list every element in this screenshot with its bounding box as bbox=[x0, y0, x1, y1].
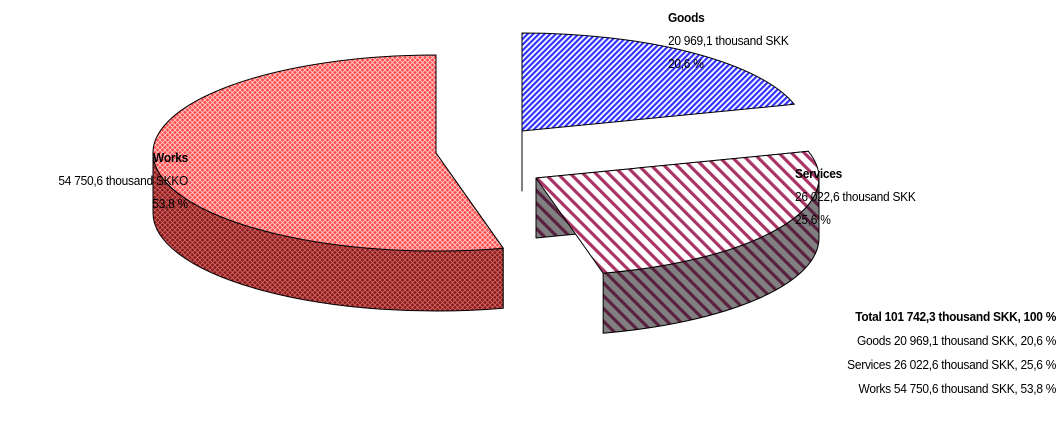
label-goods-name: Goods bbox=[668, 6, 789, 29]
label-works-percent: 53,8 % bbox=[15, 192, 188, 215]
label-goods-percent: 20,6 % bbox=[668, 52, 789, 75]
label-works-value: 54 750,6 thousand SKKO bbox=[15, 169, 188, 192]
label-works-name: Works bbox=[15, 146, 188, 169]
label-services-name: Services bbox=[795, 162, 916, 185]
pie-slice-works bbox=[153, 55, 503, 311]
summary-line-goods: Goods 20 969,1 thousand SKK, 20,6 % bbox=[847, 329, 1056, 353]
summary-legend: Total 101 742,3 thousand SKK, 100 % Good… bbox=[847, 305, 1056, 401]
label-services: Services 26 022,6 thousand SKK 25,6 % bbox=[795, 162, 916, 231]
label-services-value: 26 022,6 thousand SKK bbox=[795, 185, 916, 208]
label-works: Works 54 750,6 thousand SKKO 53,8 % bbox=[15, 146, 188, 215]
label-services-percent: 25,6 % bbox=[795, 208, 916, 231]
summary-line-services: Services 26 022,6 thousand SKK, 25,6 % bbox=[847, 353, 1056, 377]
summary-total: Total 101 742,3 thousand SKK, 100 % bbox=[847, 305, 1056, 329]
label-goods: Goods 20 969,1 thousand SKK 20,6 % bbox=[668, 6, 789, 75]
pie-slice-services bbox=[536, 151, 819, 333]
label-goods-value: 20 969,1 thousand SKK bbox=[668, 29, 789, 52]
summary-line-works: Works 54 750,6 thousand SKK, 53,8 % bbox=[847, 377, 1056, 401]
